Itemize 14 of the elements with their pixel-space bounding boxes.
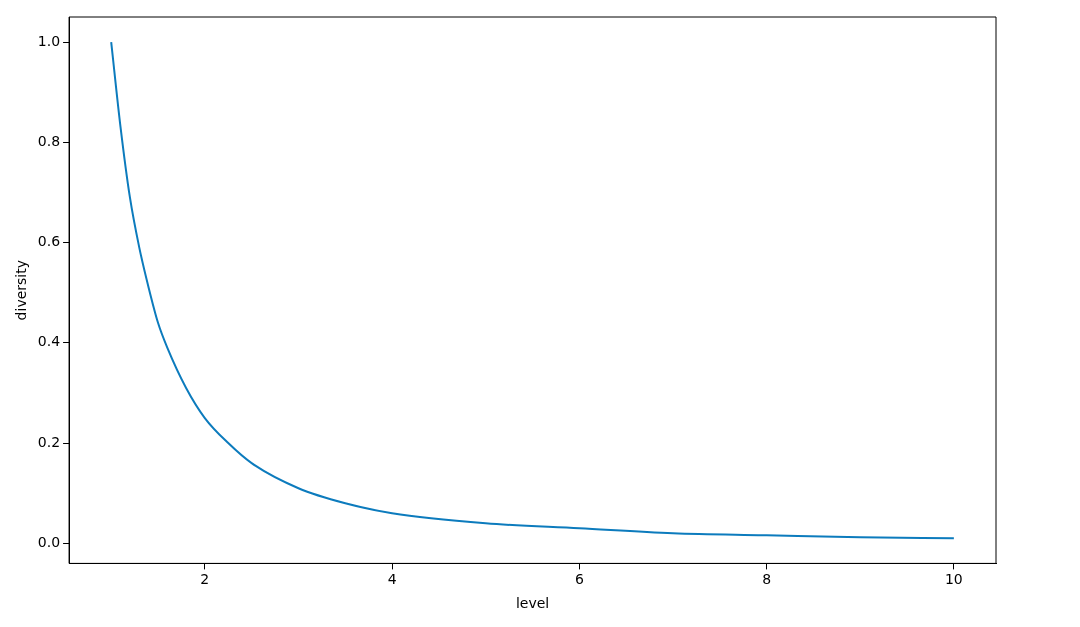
line-series	[110, 41, 955, 540]
y-tick-label: 0.2	[37, 433, 61, 450]
y-tick-label: 1.0	[37, 32, 61, 49]
x-tick-label: 4	[387, 571, 397, 588]
x-tick-label: 6	[574, 571, 584, 588]
y-tick-label: 0.0	[37, 533, 61, 550]
x-tick-label: 10	[944, 571, 963, 588]
y-tick-label: 0.8	[37, 132, 61, 149]
x-tick-label: 2	[200, 571, 210, 588]
x-tick-label: 8	[762, 571, 772, 588]
y-tick-label: 0.4	[37, 333, 61, 350]
y-axis-title: diversity	[13, 260, 30, 321]
x-axis-title: level	[515, 595, 550, 612]
y-tick-label: 0.6	[37, 233, 61, 250]
